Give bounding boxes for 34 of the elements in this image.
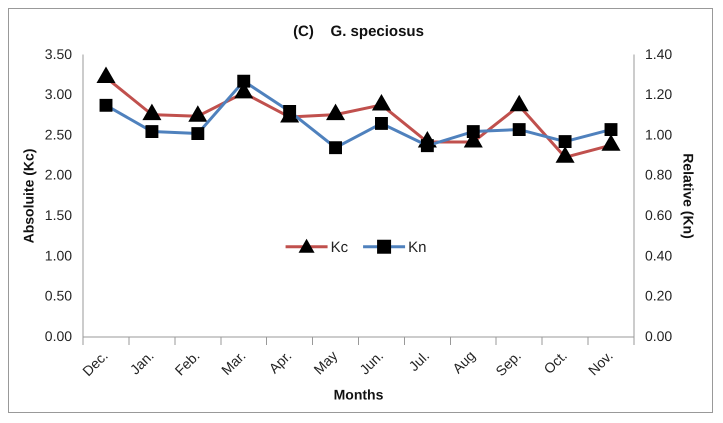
x-tick-label: Nov. bbox=[584, 347, 616, 378]
y-tick-label: 0.50 bbox=[44, 288, 72, 304]
y-tick-label: 1.00 bbox=[44, 247, 72, 264]
legend-label: Kc bbox=[330, 238, 349, 256]
x-tick-label: Jun. bbox=[356, 347, 386, 378]
x-tick-label: Feb. bbox=[172, 347, 203, 379]
y-axis-title: Absoluite (Kc) bbox=[20, 148, 36, 244]
legend-label: Kn bbox=[408, 238, 426, 256]
x-tick-label: Apr. bbox=[266, 347, 294, 376]
y-tick-label: 1.50 bbox=[44, 206, 72, 223]
y-tick-label: 0.00 bbox=[44, 328, 72, 344]
y-tick-label: 2.00 bbox=[44, 166, 72, 183]
y-tick-label: 3.00 bbox=[44, 86, 72, 102]
x-axis-title: Months bbox=[334, 386, 384, 402]
y2-tick-label: 0.40 bbox=[644, 247, 672, 264]
x-tick-label: Jul. bbox=[405, 347, 432, 374]
y-tick-label: 3.50 bbox=[44, 46, 72, 62]
y2-tick-label: 0.00 bbox=[644, 328, 672, 344]
x-tick-label: Dec. bbox=[79, 347, 111, 380]
y2-tick-label: 1.40 bbox=[644, 46, 672, 62]
x-tick-label: Jan. bbox=[126, 347, 157, 378]
y2-axis-title: Relative (Kn) bbox=[680, 153, 697, 239]
x-tick-label: Oct. bbox=[540, 347, 570, 377]
x-tick-label: Sep. bbox=[492, 347, 524, 380]
y2-tick-label: 1.20 bbox=[644, 86, 672, 102]
y2-tick-label: 0.80 bbox=[644, 166, 672, 183]
chart-title: (C) G. speciosus bbox=[293, 23, 424, 40]
y2-tick-label: 0.60 bbox=[644, 206, 672, 223]
y2-tick-label: 0.20 bbox=[644, 288, 672, 304]
x-tick-label: Mar. bbox=[218, 347, 249, 378]
x-tick-label: Aug bbox=[449, 347, 478, 376]
y-tick-label: 2.50 bbox=[44, 126, 72, 142]
x-tick-label: May bbox=[310, 347, 340, 378]
y2-tick-label: 1.00 bbox=[644, 126, 672, 142]
